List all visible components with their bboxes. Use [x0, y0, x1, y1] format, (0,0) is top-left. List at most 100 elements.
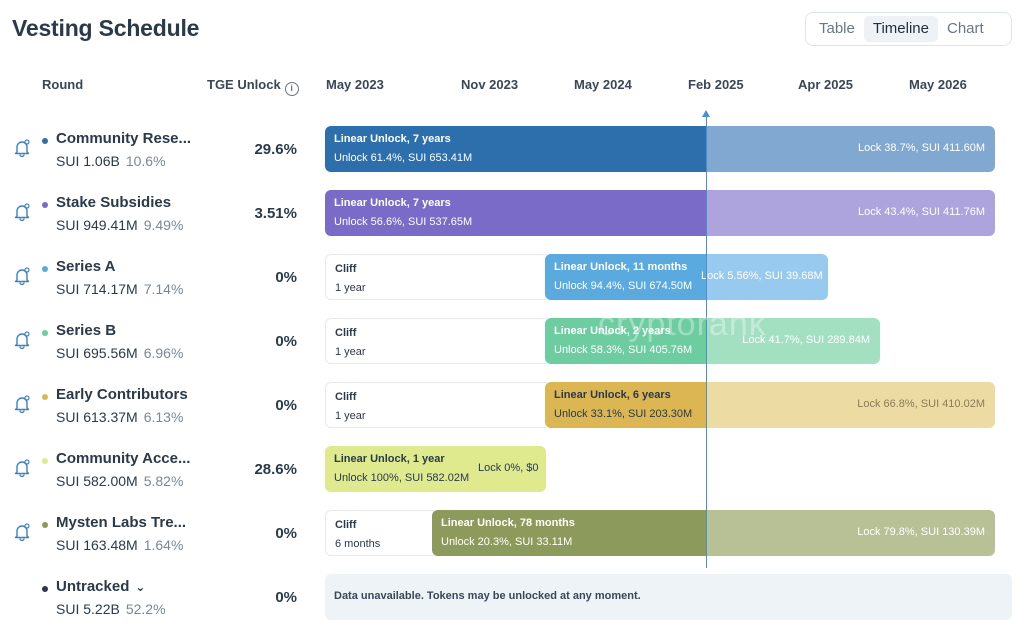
- round-share: 5.82%: [143, 473, 184, 489]
- cliff-bar[interactable]: Cliff 6 months: [325, 510, 435, 556]
- timeline-date: May 2023: [326, 77, 384, 92]
- round-color-dot: [42, 394, 48, 400]
- unlock-bar[interactable]: Linear Unlock, 7 years Unlock 56.6%, SUI…: [325, 190, 707, 236]
- round-amount: SUI 163.48M 1.64%: [56, 537, 183, 553]
- round-name[interactable]: Series A: [56, 258, 116, 275]
- round-amount: SUI 5.22B 52.2%: [56, 601, 166, 617]
- round-color-dot: [42, 138, 48, 144]
- round-amount: SUI 582.00M 5.82%: [56, 473, 183, 489]
- bell-icon[interactable]: [12, 202, 32, 222]
- round-amount-value: SUI 714.17M: [56, 281, 138, 297]
- round-amount-value: SUI 1.06B: [56, 153, 120, 169]
- table-row: Stake Subsidies SUI 949.41M 9.49% 3.51% L…: [0, 190, 1024, 254]
- round-share: 1.64%: [143, 537, 184, 553]
- unlock-title: Linear Unlock, 6 years: [554, 389, 671, 401]
- unlock-title: Linear Unlock, 7 years: [334, 197, 451, 209]
- round-name[interactable]: Community Acce...: [56, 450, 191, 467]
- round-amount: SUI 1.06B 10.6%: [56, 153, 166, 169]
- round-name[interactable]: Untracked ⌄: [56, 578, 145, 595]
- table-row: Series A SUI 714.17M 7.14% 0% Cliff 1 yea…: [0, 254, 1024, 318]
- bell-icon[interactable]: [12, 266, 32, 286]
- round-share: 10.6%: [125, 153, 166, 169]
- unlock-bar[interactable]: Linear Unlock, 11 months Unlock 94.4%, S…: [545, 254, 707, 300]
- lock-bar[interactable]: Lock 66.8%, SUI 410.02M: [707, 382, 995, 428]
- unlock-title: Linear Unlock, 7 years: [334, 133, 451, 145]
- tge-unlock-value: 28.6%: [254, 461, 297, 478]
- round-color-dot: [42, 330, 48, 336]
- round-amount: SUI 613.37M 6.13%: [56, 409, 183, 425]
- column-header-round: Round: [42, 77, 84, 92]
- round-amount: SUI 949.41M 9.49%: [56, 217, 183, 233]
- unlock-bar[interactable]: Linear Unlock, 7 years Unlock 61.4%, SUI…: [325, 126, 707, 172]
- no-data-note: Data unavailable. Tokens may be unlocked…: [334, 590, 641, 602]
- tab-table[interactable]: Table: [819, 20, 855, 37]
- bell-icon[interactable]: [12, 522, 32, 542]
- unlock-title: Linear Unlock, 11 months: [554, 261, 688, 273]
- round-color-dot: [42, 458, 48, 464]
- watermark: cryptorank: [598, 305, 767, 343]
- timeline-date: Feb 2025: [688, 77, 744, 92]
- timeline-date: May 2026: [909, 77, 967, 92]
- chevron-down-icon[interactable]: ⌄: [135, 580, 146, 594]
- cliff-duration: 1 year: [335, 410, 366, 422]
- bell-icon[interactable]: [12, 394, 32, 414]
- no-data-bar: Data unavailable. Tokens may be unlocked…: [325, 574, 1012, 620]
- lock-detail: Lock 43.4%, SUI 411.76M: [858, 206, 985, 218]
- table-row: Untracked ⌄ SUI 5.22B 52.2% 0% Data unavai…: [0, 574, 1024, 635]
- unlock-bar[interactable]: Linear Unlock, 6 years Unlock 33.1%, SUI…: [545, 382, 707, 428]
- lock-detail: Lock 5.56%, SUI 39.68M: [701, 270, 823, 282]
- round-share: 6.13%: [143, 409, 184, 425]
- timeline-date: Apr 2025: [798, 77, 853, 92]
- tab-timeline[interactable]: Timeline: [863, 16, 938, 42]
- round-color-dot: [42, 202, 48, 208]
- round-amount: SUI 695.56M 6.96%: [56, 345, 183, 361]
- lock-bar[interactable]: Lock 41.7%, SUI 289.84M: [707, 318, 880, 364]
- cliff-title: Cliff: [335, 327, 357, 339]
- round-name[interactable]: Early Contributors: [56, 386, 188, 403]
- info-icon[interactable]: i: [284, 82, 299, 96]
- unlock-bar[interactable]: Linear Unlock, 78 months Unlock 20.3%, S…: [432, 510, 707, 556]
- lock-bar[interactable]: Lock 38.7%, SUI 411.60M: [707, 126, 995, 172]
- table-row: Series B SUI 695.56M 6.96% 0% Cliff 1 yea…: [0, 318, 1024, 382]
- bell-icon[interactable]: [12, 138, 32, 158]
- unlock-title: Linear Unlock, 1 year: [334, 453, 445, 465]
- round-amount-value: SUI 695.56M: [56, 345, 138, 361]
- unlock-detail: Unlock 58.3%, SUI 405.76M: [554, 344, 693, 356]
- round-amount-value: SUI 163.48M: [56, 537, 138, 553]
- round-name-label: Untracked: [56, 578, 130, 595]
- unlock-detail: Unlock 100%, SUI 582.02M: [334, 472, 470, 484]
- round-name[interactable]: Community Rese...: [56, 130, 192, 147]
- unlock-bar[interactable]: Linear Unlock, 1 year Unlock 100%, SUI 5…: [325, 446, 546, 492]
- bell-icon[interactable]: [12, 330, 32, 350]
- lock-bar[interactable]: Lock 79.8%, SUI 130.39M: [707, 510, 995, 556]
- table-row: Mysten Labs Tre... SUI 163.48M 1.64% 0% C…: [0, 510, 1024, 574]
- round-amount-value: SUI 949.41M: [56, 217, 138, 233]
- current-date-line: [706, 116, 707, 568]
- tge-unlock-value: 0%: [275, 589, 297, 606]
- cliff-duration: 1 year: [335, 282, 366, 294]
- lock-detail: Lock 79.8%, SUI 130.39M: [857, 526, 985, 538]
- round-amount-value: SUI 5.22B: [56, 601, 120, 617]
- round-name[interactable]: Series B: [56, 322, 117, 339]
- cliff-bar[interactable]: Cliff 1 year: [325, 382, 547, 428]
- lock-bar[interactable]: Lock 5.56%, SUI 39.68M: [701, 254, 828, 300]
- lock-detail: Lock 0%, $0: [478, 462, 539, 474]
- lock-detail: Lock 66.8%, SUI 410.02M: [857, 398, 985, 410]
- cliff-bar[interactable]: Cliff 1 year: [325, 318, 547, 364]
- round-name[interactable]: Stake Subsidies: [56, 194, 172, 211]
- round-share: 9.49%: [143, 217, 184, 233]
- bell-icon[interactable]: [12, 458, 32, 478]
- unlock-detail: Unlock 56.6%, SUI 537.65M: [334, 216, 473, 228]
- tge-unlock-value: 29.6%: [254, 141, 297, 158]
- unlock-detail: Unlock 20.3%, SUI 33.11M: [441, 536, 573, 548]
- unlock-detail: Unlock 94.4%, SUI 674.50M: [554, 280, 693, 292]
- timeline-date: Nov 2023: [461, 77, 519, 92]
- round-name[interactable]: Mysten Labs Tre...: [56, 514, 187, 531]
- unlock-bar[interactable]: Linear Unlock, 2 years Unlock 58.3%, SUI…: [545, 318, 707, 364]
- tab-chart[interactable]: Chart: [947, 20, 984, 37]
- lock-bar[interactable]: Lock 43.4%, SUI 411.76M: [707, 190, 995, 236]
- lock-detail: Lock 41.7%, SUI 289.84M: [742, 334, 870, 346]
- tge-unlock-value: 0%: [275, 269, 297, 286]
- cliff-bar[interactable]: Cliff 1 year: [325, 254, 547, 300]
- round-share: 52.2%: [125, 601, 166, 617]
